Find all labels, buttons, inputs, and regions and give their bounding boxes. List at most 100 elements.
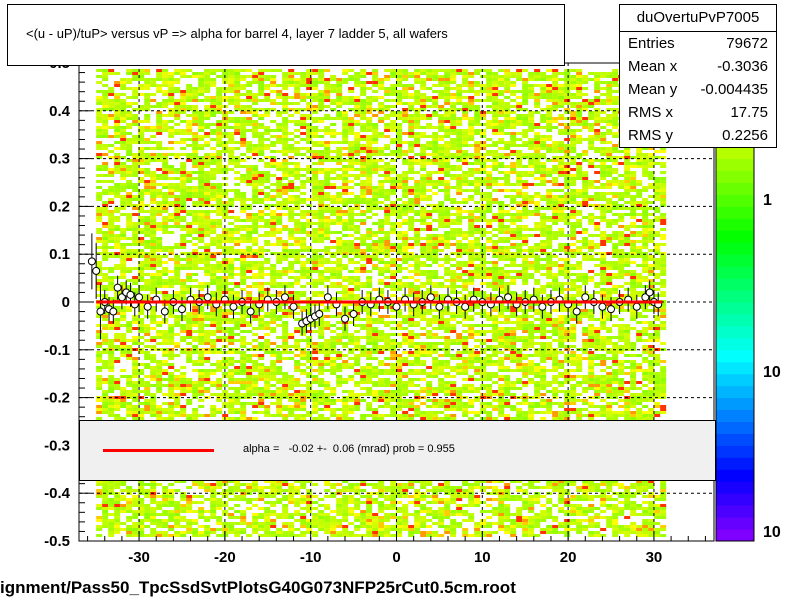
- heat-cell: [156, 249, 163, 252]
- heat-cell: [546, 171, 553, 174]
- heat-cell: [468, 240, 475, 243]
- heat-cell: [252, 177, 259, 180]
- heat-cell: [258, 294, 265, 297]
- heat-cell: [342, 72, 349, 75]
- heat-cell: [240, 198, 247, 201]
- heat-cell: [366, 174, 373, 177]
- heat-cell: [414, 294, 421, 297]
- heat-cell: [618, 261, 625, 264]
- heat-cell: [192, 72, 199, 75]
- heat-cell: [204, 216, 211, 219]
- heat-cell: [174, 153, 181, 156]
- heat-cell: [246, 93, 253, 96]
- heat-cell: [234, 99, 241, 102]
- heat-cell: [414, 228, 421, 231]
- heat-cell: [534, 123, 541, 126]
- heat-cell: [138, 168, 145, 171]
- heat-cell: [246, 240, 253, 243]
- heat-cell: [552, 207, 559, 210]
- heat-cell: [606, 99, 613, 102]
- heat-cell: [288, 138, 295, 141]
- heat-cell: [426, 159, 433, 162]
- heat-cell: [264, 156, 271, 159]
- heat-cell: [642, 243, 649, 246]
- heat-cell: [306, 171, 313, 174]
- heat-cell: [564, 75, 571, 78]
- heat-cell: [396, 153, 403, 156]
- heat-cell: [282, 135, 289, 138]
- heat-cell: [414, 99, 421, 102]
- heat-cell: [420, 186, 427, 189]
- heat-cell: [192, 204, 199, 207]
- heat-cell: [462, 159, 469, 162]
- heat-cell: [504, 225, 511, 228]
- heat-cell: [198, 135, 205, 138]
- heat-cell: [504, 177, 511, 180]
- heat-cell: [270, 213, 277, 216]
- heat-cell: [336, 258, 343, 261]
- heat-cell: [624, 225, 631, 228]
- heat-cell: [264, 240, 271, 243]
- heat-cell: [456, 252, 463, 255]
- heat-cell: [162, 261, 169, 264]
- heat-cell: [582, 204, 589, 207]
- heat-cell: [468, 279, 475, 282]
- heat-cell: [582, 153, 589, 156]
- heat-cell: [606, 252, 613, 255]
- heat-cell: [330, 282, 337, 285]
- heat-cell: [372, 258, 379, 261]
- heat-cell: [510, 279, 517, 282]
- heat-cell: [612, 285, 619, 288]
- heat-cell: [234, 162, 241, 165]
- heat-cell: [570, 75, 577, 78]
- heat-cell: [318, 270, 325, 273]
- heat-cell: [582, 237, 589, 240]
- heat-cell: [366, 87, 373, 90]
- heat-cell: [120, 102, 127, 105]
- heat-cell: [558, 258, 565, 261]
- heat-cell: [594, 132, 601, 135]
- heat-cell: [144, 219, 151, 222]
- heat-cell: [318, 108, 325, 111]
- heat-cell: [384, 219, 391, 222]
- heat-cell: [246, 96, 253, 99]
- heat-cell: [108, 186, 115, 189]
- heat-cell: [462, 111, 469, 114]
- heat-cell: [162, 174, 169, 177]
- heat-cell: [504, 255, 511, 258]
- heat-cell: [276, 102, 283, 105]
- heat-cell: [378, 81, 385, 84]
- heat-cell: [594, 252, 601, 255]
- heat-cell: [330, 285, 337, 288]
- heat-cell: [456, 123, 463, 126]
- heat-cell: [510, 255, 517, 258]
- heat-cell: [516, 153, 523, 156]
- heat-cell: [360, 69, 367, 72]
- heat-cell: [642, 213, 649, 216]
- heat-cell: [276, 270, 283, 273]
- heat-cell: [306, 69, 313, 72]
- heat-cell: [348, 240, 355, 243]
- heat-cell: [582, 120, 589, 123]
- heat-cell: [366, 123, 373, 126]
- heat-cell: [450, 114, 457, 117]
- heat-cell: [534, 183, 541, 186]
- heat-cell: [138, 252, 145, 255]
- heat-cell: [216, 237, 223, 240]
- heat-cell: [570, 78, 577, 81]
- heat-cell: [288, 249, 295, 252]
- heat-cell: [336, 141, 343, 144]
- heat-cell: [504, 96, 511, 99]
- heat-cell: [330, 171, 337, 174]
- heat-cell: [186, 258, 193, 261]
- heat-cell: [582, 282, 589, 285]
- heat-cell: [612, 168, 619, 171]
- heat-cell: [240, 177, 247, 180]
- heat-cell: [660, 180, 667, 183]
- heat-cell: [600, 195, 607, 198]
- heat-cell: [192, 108, 199, 111]
- heat-cell: [558, 93, 565, 96]
- heat-cell: [252, 198, 259, 201]
- heat-cell: [270, 282, 277, 285]
- heat-cell: [576, 78, 583, 81]
